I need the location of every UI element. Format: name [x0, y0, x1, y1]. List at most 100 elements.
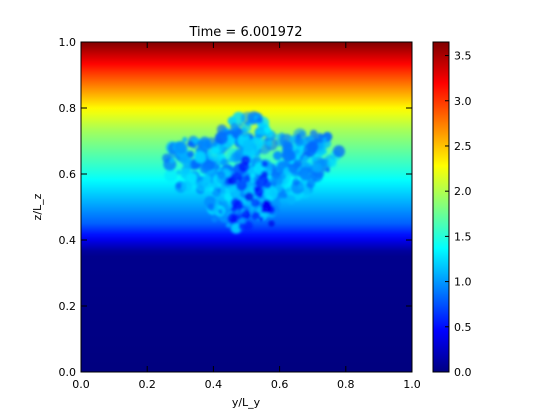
x-axis-label: y/L_y [232, 396, 261, 409]
y-tick-label: 1.0 [59, 36, 77, 49]
plume-blob [292, 178, 300, 186]
plume-core-blob [241, 155, 251, 166]
plume-blob [312, 156, 318, 162]
colorbar-tick-label: 2.5 [454, 140, 472, 153]
y-tick-label: 0.2 [59, 300, 77, 313]
colorbar-tick-label: 0.5 [454, 321, 472, 334]
x-axis: 0.0 0.2 0.4 0.6 0.8 1.0 [72, 42, 421, 391]
colorbar: 0.0 0.5 1.0 1.5 2.0 2.5 3.0 3.5 [432, 41, 472, 379]
plume-blob [322, 137, 327, 142]
colorbar-ticks: 0.0 0.5 1.0 1.5 2.0 2.5 3.0 3.5 [445, 50, 472, 379]
chart-title: Time = 6.001972 [188, 25, 302, 40]
plume-core-blob [261, 160, 269, 168]
plume-core-blob [255, 177, 266, 188]
plume-blob [264, 137, 269, 142]
colorbar-tick-label: 3.5 [454, 50, 472, 63]
colorbar-tick-label: 1.5 [454, 230, 472, 243]
plume-blob [182, 136, 188, 143]
plume-blob [271, 179, 277, 185]
plume-core-blob [258, 216, 264, 222]
plume-core-blob [232, 171, 242, 181]
plume-blob [314, 133, 325, 144]
plume-blob [303, 143, 317, 157]
plume-core-blob [252, 211, 261, 220]
plume-core-blob [244, 192, 254, 202]
x-tick-label: 0.0 [72, 378, 90, 391]
plume-core-blob [268, 220, 275, 227]
x-tick-label: 1.0 [403, 378, 421, 391]
plume-blob [179, 154, 190, 165]
plume-blob [288, 163, 299, 174]
plume-blob [312, 162, 322, 173]
y-tick-label: 0.6 [59, 168, 77, 181]
plume-blob [196, 180, 208, 192]
plume-blob [231, 223, 241, 233]
plume-blob [168, 150, 177, 159]
plume-blob [332, 145, 345, 158]
colorbar-tick-label: 0.0 [454, 366, 472, 379]
plume-blob [169, 158, 175, 164]
plume-blob [298, 166, 313, 181]
plume-blob [217, 171, 226, 180]
plume-core-blob [261, 201, 272, 213]
plume-blob [264, 186, 278, 201]
plume-blob [187, 150, 194, 158]
x-tick-label: 0.2 [138, 378, 156, 391]
plume-blob [217, 131, 225, 139]
plume-blob [220, 208, 226, 214]
plume-blob [176, 169, 182, 175]
y-tick-label: 0.0 [59, 366, 77, 379]
plume-blob [174, 141, 188, 154]
plume-core-blob [231, 213, 236, 218]
plume-core-blob [241, 209, 251, 219]
plume-core-blob [243, 175, 251, 183]
plume-blob [225, 223, 231, 228]
colorbar-tick-label: 2.0 [454, 185, 472, 198]
colorbar-gradient [432, 41, 450, 373]
plume-blob [214, 200, 220, 205]
plume-blob [230, 122, 239, 132]
x-tick-label: 0.8 [337, 378, 355, 391]
plume-blob [298, 183, 304, 190]
plume [162, 111, 345, 235]
plume-core-blob [254, 187, 264, 197]
plume-blob [199, 136, 211, 148]
plume-core-blob [235, 205, 241, 210]
plume-blob [246, 122, 252, 127]
plume-blob [241, 130, 249, 138]
colorbar-tick-label: 1.0 [454, 276, 472, 289]
y-axis-label: z/L_z [31, 193, 44, 220]
plume-blob [186, 172, 197, 184]
plume-blob [306, 135, 314, 143]
colorbar-tick-label: 3.0 [454, 95, 472, 108]
plume-core-blob [236, 180, 248, 191]
plume-blob [207, 203, 215, 211]
plume-core-blob [243, 221, 253, 231]
plume-blob [226, 129, 232, 136]
plume-blob [199, 164, 209, 174]
y-tick-label: 0.8 [59, 102, 77, 115]
plot-frame [80, 41, 413, 373]
plume-blob [209, 186, 214, 192]
plume-blob [235, 129, 242, 136]
plume-blob [238, 123, 243, 127]
plume-core-blob [236, 214, 242, 220]
plume-blob [273, 151, 283, 161]
plume-blob [211, 213, 219, 222]
plume-blob [281, 148, 296, 162]
y-tick-label: 0.4 [59, 234, 77, 247]
plume-core-blob [250, 198, 260, 208]
plume-blob [296, 133, 301, 138]
plume-blob [294, 137, 304, 147]
plume-blob [210, 146, 219, 155]
x-tick-label: 0.6 [271, 378, 289, 391]
plume-core-blob [230, 205, 238, 213]
x-tick-label: 0.4 [205, 378, 223, 391]
plume-blob [250, 172, 256, 179]
plot-area [81, 42, 412, 372]
plume-blob [164, 169, 178, 183]
plume-blob [327, 158, 338, 168]
plume-blob [219, 159, 226, 166]
